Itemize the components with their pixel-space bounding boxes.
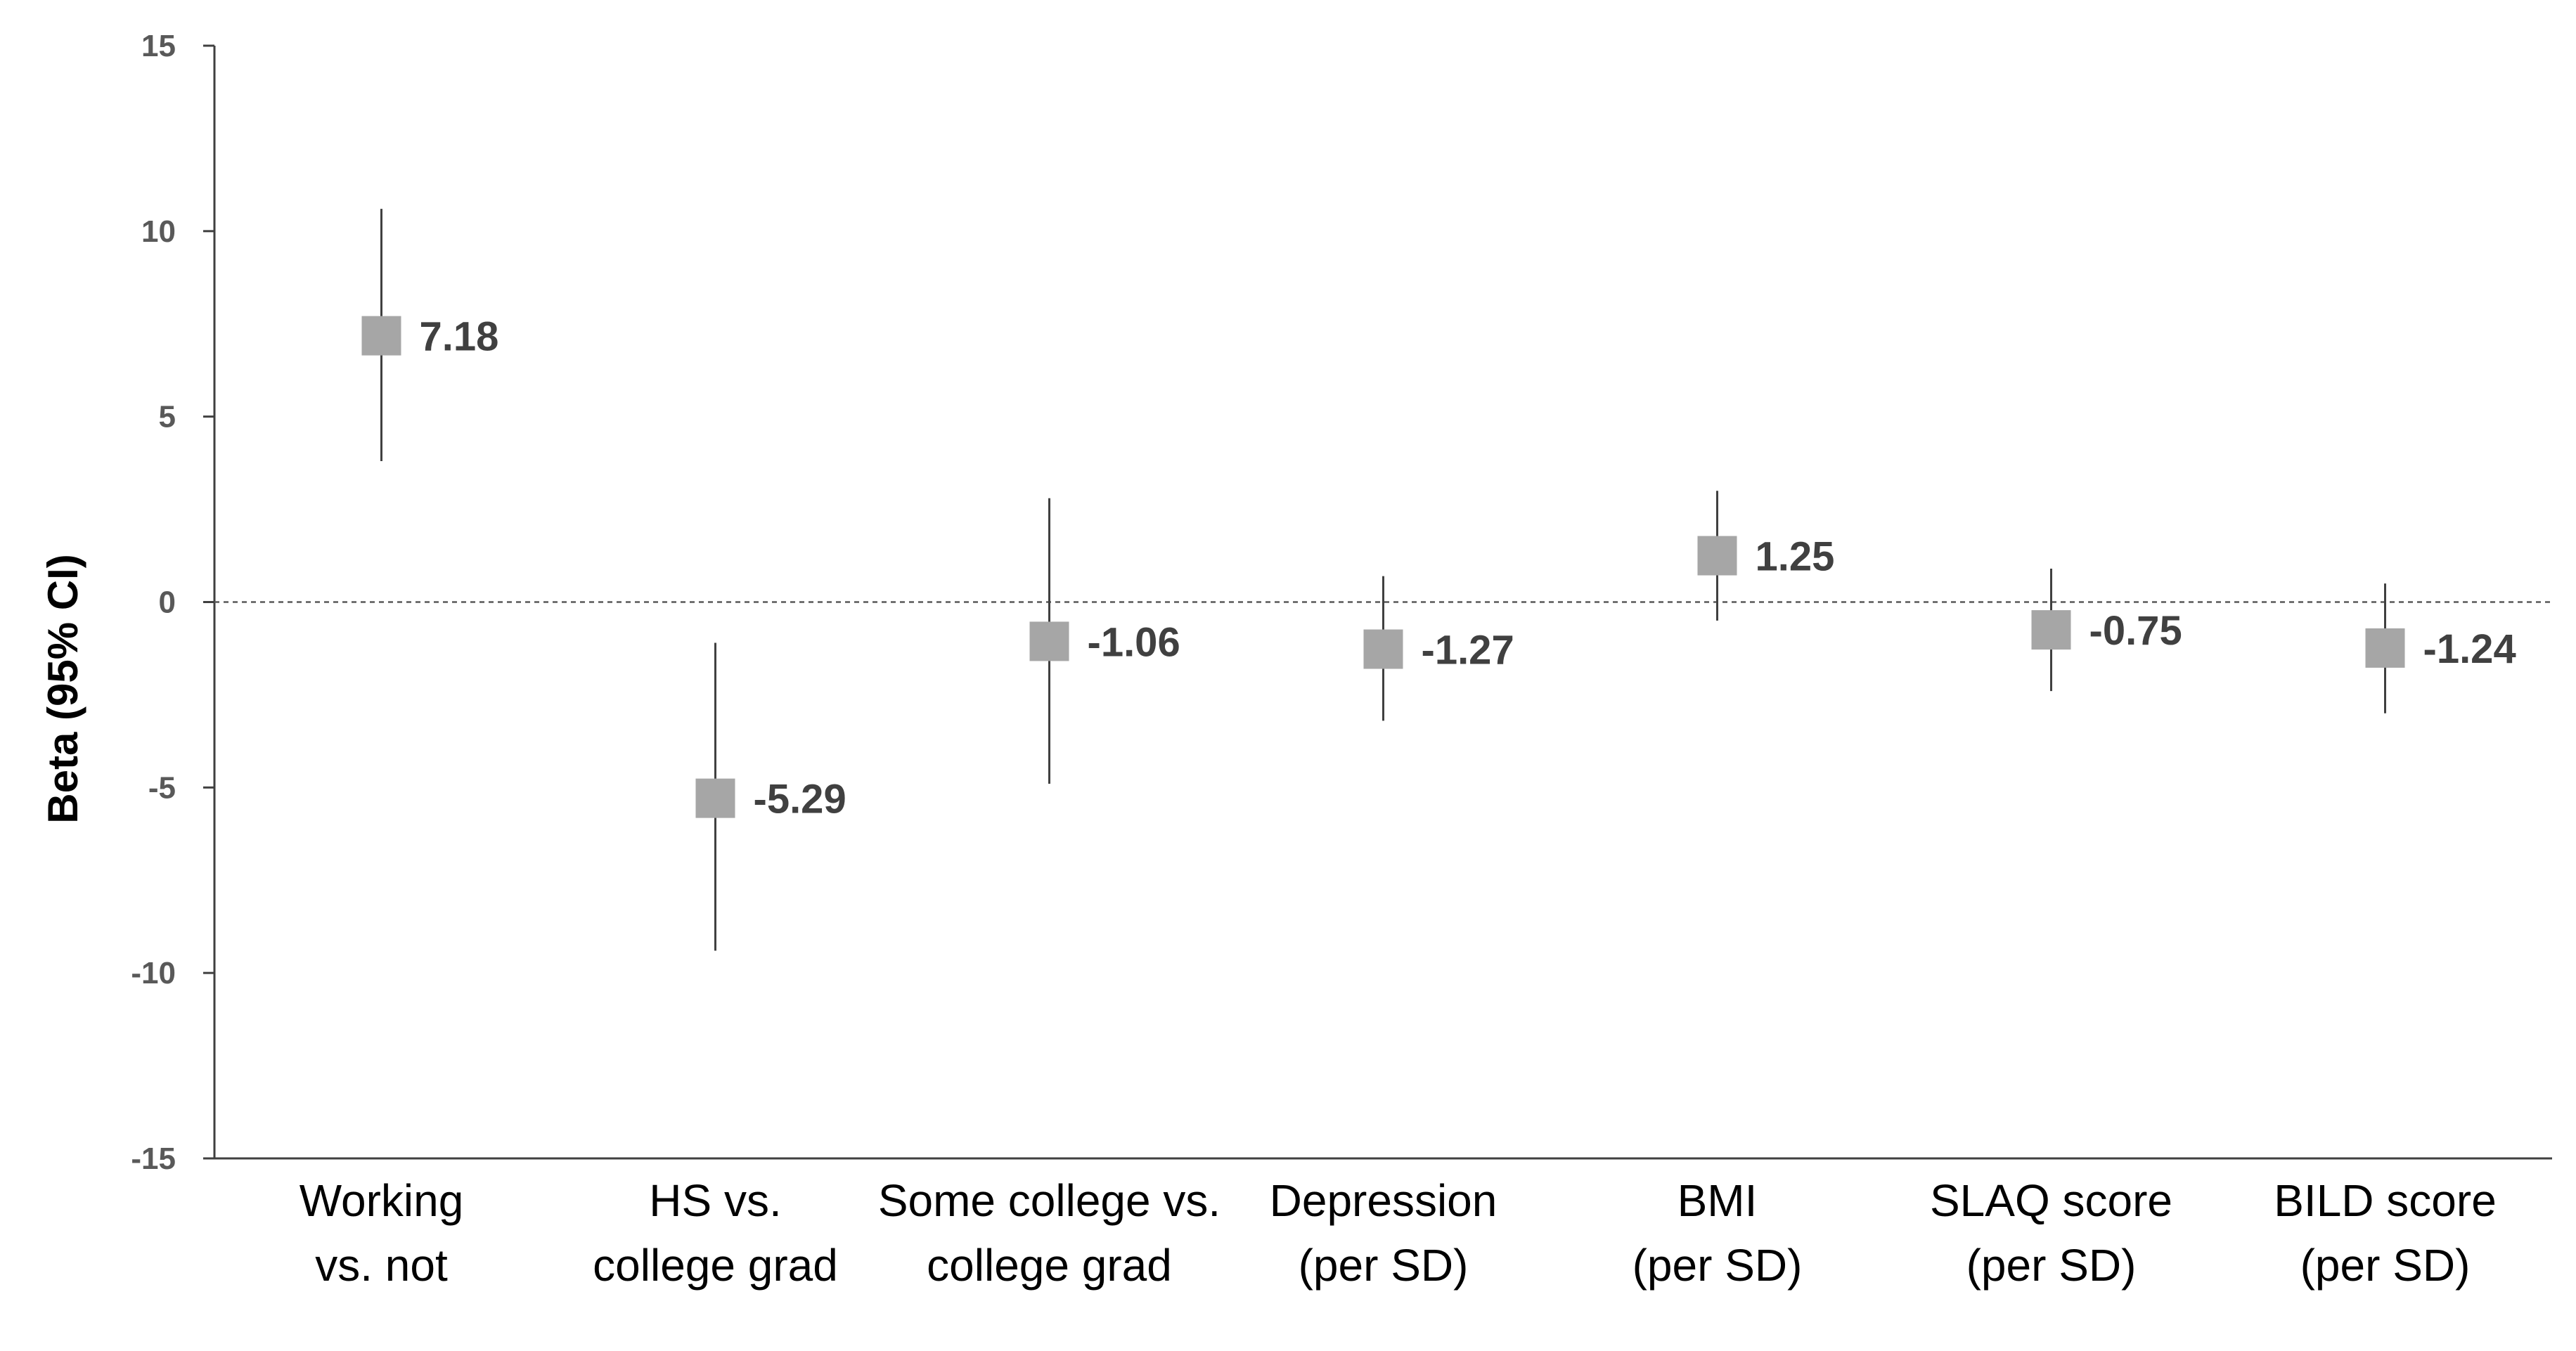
x-category-label: Depression (per SD) [1270,1175,1498,1291]
x-category-label-line: BILD score [2274,1175,2497,1226]
data-value-label: -0.75 [2089,608,2182,654]
y-tick-label: -15 [131,1142,176,1176]
x-category-label-line: HS vs. [649,1175,781,1226]
x-category-label-line: college grad [593,1240,838,1291]
chart-marks [361,209,2405,951]
data-value-label: 7.18 [420,314,499,360]
point-estimate-marker [1363,629,1403,669]
x-category-label: SLAQ score (per SD) [1930,1175,2172,1291]
x-category-label-line: Working [300,1175,464,1226]
data-value-label: -1.06 [1088,619,1180,665]
x-category-label-line: (per SD) [1632,1240,1803,1291]
y-tick-label: -10 [131,956,176,990]
x-category-label-line: Depression [1270,1175,1498,1226]
x-category-label: BILD score (per SD) [2274,1175,2497,1291]
y-tick-label: 0 [159,586,176,620]
point-estimate-marker [695,778,735,818]
point-estimate-marker [1029,621,1069,661]
x-category-label-line: (per SD) [2300,1240,2471,1291]
y-tick-label: 5 [159,400,176,434]
y-tick-label: 15 [141,29,176,63]
x-category-label-line: (per SD) [1299,1240,1469,1291]
x-category-label-line: BMI [1677,1175,1758,1226]
data-value-label: -5.29 [754,777,846,822]
point-estimate-marker [1697,536,1737,576]
x-category-label-line: vs. not [315,1240,448,1291]
point-estimate-marker [361,316,401,356]
y-tick-label: 10 [141,214,176,249]
x-category-label: Some college vs. college grad [878,1175,1221,1291]
x-category-label-line: Some college vs. [878,1175,1221,1226]
point-estimate-marker [2365,628,2405,668]
x-category-label: Working vs. not [300,1175,464,1291]
data-value-label: 1.25 [1756,534,1835,580]
y-axis-title: Beta (95% CI) [39,554,86,823]
chart-labels: 15 10 5 0 -5 -10 -15 Working vs. not HS vs. colleg… [131,29,2516,1291]
x-category-label: BMI (per SD) [1632,1175,1803,1291]
data-value-label: -1.24 [2423,626,2516,672]
y-tick-label: -5 [148,770,176,805]
x-category-label-line: college grad [927,1240,1172,1291]
data-value-label: -1.27 [1422,628,1514,673]
x-category-label: HS vs. college grad [593,1175,838,1291]
x-category-label-line: SLAQ score [1930,1175,2172,1226]
x-category-label-line: (per SD) [1966,1240,2137,1291]
point-estimate-marker [2031,610,2071,650]
